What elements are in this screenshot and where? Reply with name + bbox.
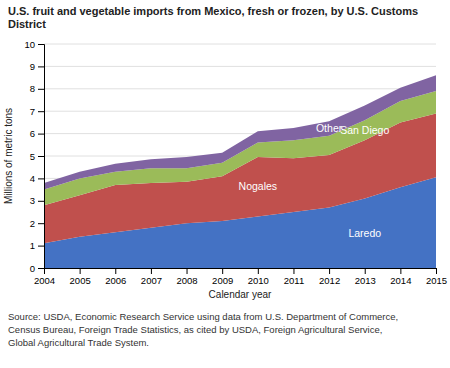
chart: U.S. fruit and vegetable imports from Me…	[0, 0, 450, 368]
y-tick-mark	[38, 223, 44, 224]
title-line: U.S. fruit and vegetable imports from Me…	[8, 5, 418, 17]
y-tick-label: 0	[30, 263, 35, 274]
x-tick-mark	[258, 268, 259, 274]
y-tick-mark	[38, 89, 44, 90]
x-tick-mark	[151, 268, 152, 274]
y-tick-mark	[38, 66, 44, 67]
x-tick-label: 2015	[426, 275, 447, 286]
x-tick: 2010	[248, 268, 269, 286]
y-tick-label: 4	[30, 173, 35, 184]
y-tick: 4	[30, 173, 44, 184]
y-tick: 10	[24, 39, 44, 50]
y-tick-mark	[38, 178, 44, 179]
x-tick-label: 2007	[141, 275, 162, 286]
x-tick-label: 2012	[319, 275, 340, 286]
x-tick-mark	[222, 268, 223, 274]
x-tick-mark	[329, 268, 330, 274]
band-label: Laredo	[348, 227, 381, 239]
x-tick-mark	[80, 268, 81, 274]
source-note: Global Agricultural Trade System.	[8, 337, 149, 348]
x-tick-label: 2004	[34, 275, 55, 286]
x-tick-label: 2011	[284, 275, 304, 286]
y-axis-title: Millions of metric tons	[3, 108, 14, 204]
band-label: Nogales	[239, 180, 278, 192]
y-tick: 0	[30, 263, 44, 274]
x-tick: 2013	[355, 268, 376, 286]
areas	[44, 75, 436, 268]
source-note: Census Bureau, Foreign Trade Statistics,…	[8, 324, 382, 335]
y-tick-mark	[38, 268, 44, 269]
x-tick-mark	[293, 268, 294, 274]
y-tick-label: 8	[30, 83, 35, 94]
y-tick-label: 9	[30, 61, 35, 72]
grid-line	[44, 88, 436, 89]
x-tick: 2012	[319, 268, 340, 286]
x-tick-label: 2010	[248, 275, 269, 286]
x-tick-label: 2005	[70, 275, 91, 286]
x-tick-mark	[365, 268, 366, 274]
y-tick-mark	[38, 201, 44, 202]
x-tick-mark	[436, 268, 437, 274]
y-axis: 0 1 2 3 4 5 6 7 8 9 10	[24, 39, 44, 274]
x-tick-label: 2006	[105, 275, 126, 286]
grid-line	[44, 44, 436, 45]
x-tick: 2006	[105, 268, 126, 286]
source-note: Source: USDA, Economic Research Service …	[8, 311, 398, 322]
y-tick-mark	[38, 44, 44, 45]
y-tick: 5	[30, 151, 44, 162]
x-tick: 2015	[426, 268, 447, 286]
band-label: San Diego	[340, 124, 389, 136]
plot: 2004200520062007200820092010201120122013…	[24, 39, 447, 286]
x-tick-label: 2009	[212, 275, 233, 286]
y-tick: 1	[30, 240, 44, 251]
y-tick-label: 2	[30, 218, 35, 229]
band-label: Other	[316, 122, 343, 134]
x-axis-line	[45, 269, 437, 275]
title: U.S. fruit and vegetable imports from Me…	[8, 5, 418, 30]
y-tick-mark	[38, 156, 44, 157]
x-tick-label: 2008	[176, 275, 197, 286]
x-tick-mark	[400, 268, 401, 274]
y-tick: 2	[30, 218, 44, 229]
x-tick-mark	[187, 268, 188, 274]
y-tick: 3	[30, 195, 44, 206]
x-axis-title: Calendar year	[209, 289, 272, 300]
x-axis: 2004 2005 2006 2007 2008 2009 2010 2011 2012 2013…	[34, 268, 447, 286]
x-tick: 2014	[390, 268, 411, 286]
y-tick-mark	[38, 246, 44, 247]
y-tick-mark	[38, 111, 44, 112]
title-line: District	[8, 18, 46, 30]
y-tick: 7	[30, 106, 44, 117]
x-tick: 2007	[141, 268, 162, 286]
grid-line	[44, 66, 436, 67]
y-tick-label: 1	[30, 240, 35, 251]
y-tick-label: 6	[30, 128, 35, 139]
y-tick-label: 10	[24, 39, 35, 50]
y-tick-label: 3	[30, 195, 35, 206]
y-tick: 6	[30, 128, 44, 139]
x-tick-label: 2013	[355, 275, 376, 286]
x-tick: 2011	[284, 268, 304, 286]
band-labels: Laredo Nogales San DiegoOther	[239, 122, 390, 239]
y-axis-line	[38, 45, 45, 269]
x-tick-mark	[115, 268, 116, 274]
x-tick: 2005	[70, 268, 91, 286]
x-tick: 2004	[34, 268, 55, 286]
y-tick-label: 5	[30, 151, 35, 162]
x-tick: 2008	[176, 268, 197, 286]
x-tick: 2009	[212, 268, 233, 286]
grid	[44, 44, 436, 268]
y-tick-mark	[38, 134, 44, 135]
area	[44, 75, 436, 189]
x-tick-label: 2014	[390, 275, 411, 286]
y-tick: 8	[30, 83, 44, 94]
y-tick: 9	[30, 61, 44, 72]
y-tick-label: 7	[30, 106, 35, 117]
